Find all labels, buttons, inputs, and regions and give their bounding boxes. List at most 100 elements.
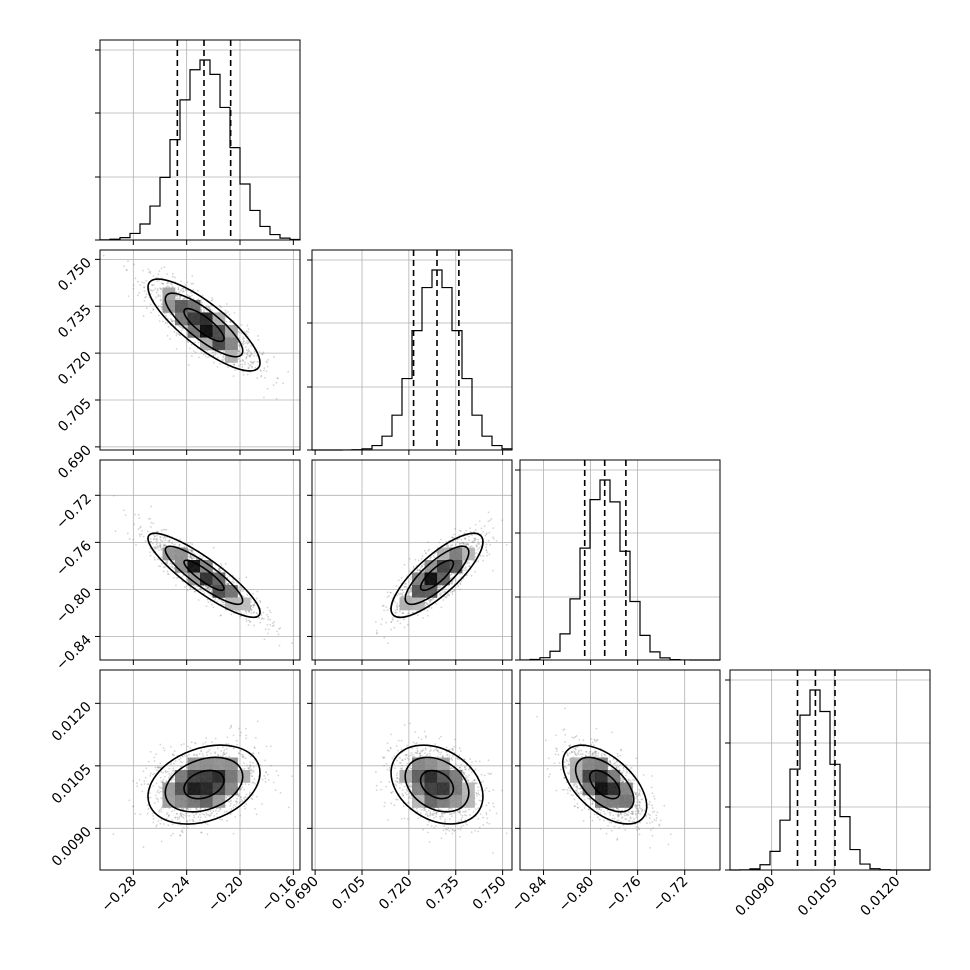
- sample-point: [212, 351, 215, 354]
- sample-point: [163, 543, 165, 546]
- sample-point: [184, 289, 187, 292]
- sample-point: [154, 535, 156, 538]
- sample-point: [227, 583, 230, 586]
- density-cell: [212, 572, 226, 586]
- sample-point: [200, 309, 202, 312]
- sample-point: [128, 799, 131, 802]
- sample-point: [264, 628, 267, 631]
- density-cell: [412, 585, 425, 598]
- sample-point: [194, 590, 196, 593]
- sample-point: [170, 320, 173, 323]
- sample-point: [245, 355, 248, 358]
- sample-point: [132, 284, 135, 287]
- sample-point: [191, 557, 194, 560]
- sample-point: [248, 354, 251, 357]
- sample-point: [159, 288, 162, 290]
- sample-point: [205, 751, 208, 754]
- sample-point: [220, 564, 223, 567]
- sample-point: [152, 538, 155, 540]
- sample-point: [471, 541, 474, 544]
- sample-point: [251, 365, 254, 368]
- sample-point: [199, 555, 201, 558]
- sample-point: [175, 334, 178, 337]
- sample-point: [177, 333, 180, 336]
- sample-point: [240, 323, 243, 326]
- sample-point: [468, 535, 470, 538]
- sample-point: [203, 592, 206, 595]
- sample-point: [273, 356, 275, 358]
- sample-point: [178, 325, 180, 328]
- sample-point: [246, 340, 248, 342]
- sample-point: [164, 544, 167, 547]
- sample-point: [429, 598, 432, 601]
- sample-point: [399, 592, 402, 595]
- sample-point: [208, 749, 211, 751]
- sample-point: [489, 543, 491, 546]
- sample-point: [392, 616, 395, 619]
- sample-point: [265, 771, 268, 774]
- sample-point: [395, 604, 398, 607]
- sample-point: [200, 298, 203, 301]
- sample-point: [439, 594, 442, 597]
- sample-point: [157, 549, 160, 552]
- sample-point: [192, 754, 195, 757]
- sample-point: [424, 602, 427, 604]
- sample-point: [399, 589, 402, 591]
- sample-point: [245, 341, 247, 344]
- sample-point: [240, 798, 243, 801]
- sample-point: [212, 546, 215, 549]
- sample-point: [171, 285, 174, 288]
- sample-point: [270, 764, 273, 767]
- sample-point: [132, 287, 135, 290]
- sample-point: [230, 799, 232, 802]
- sample-point: [189, 556, 191, 559]
- sample-point: [164, 539, 167, 542]
- density-cell: [412, 597, 425, 611]
- sample-point: [266, 623, 269, 626]
- sample-point: [211, 297, 213, 300]
- sample-point: [438, 586, 441, 589]
- sample-point: [160, 806, 163, 809]
- sample-point: [247, 348, 250, 351]
- sample-point: [134, 513, 136, 516]
- sample-point: [149, 526, 152, 528]
- sample-point: [179, 760, 182, 763]
- sample-point: [166, 560, 169, 563]
- sample-point: [375, 629, 378, 632]
- sample-point: [171, 320, 174, 323]
- sample-point: [158, 320, 161, 323]
- sample-point: [181, 327, 184, 330]
- sample-point: [412, 567, 415, 570]
- sample-point: [398, 593, 401, 596]
- sample-point: [462, 541, 464, 544]
- sample-point: [138, 517, 141, 519]
- sample-point: [249, 355, 252, 358]
- sample-point: [253, 604, 256, 607]
- sample-point: [188, 555, 190, 558]
- sample-point: [145, 295, 147, 298]
- sample-point: [394, 611, 397, 614]
- sample-point: [218, 570, 221, 573]
- sample-point: [259, 621, 262, 624]
- sample-point: [247, 619, 250, 622]
- sample-point: [444, 596, 447, 598]
- sample-point: [170, 283, 173, 286]
- sample-point: [250, 612, 253, 615]
- sample-point: [244, 361, 247, 364]
- sample-point: [133, 263, 136, 266]
- sample-point: [142, 315, 145, 318]
- sample-point: [252, 761, 254, 764]
- sample-point: [247, 610, 250, 613]
- sample-point: [492, 537, 495, 540]
- sample-point: [149, 541, 152, 544]
- sample-point: [250, 598, 253, 601]
- sample-point: [176, 294, 179, 297]
- sample-point: [396, 620, 399, 622]
- sample-point: [260, 375, 263, 378]
- sample-point: [191, 549, 194, 552]
- sample-point: [252, 593, 255, 595]
- sample-point: [220, 614, 222, 617]
- sample-point: [233, 312, 236, 314]
- sample-point: [397, 579, 400, 582]
- sample-point: [454, 527, 456, 530]
